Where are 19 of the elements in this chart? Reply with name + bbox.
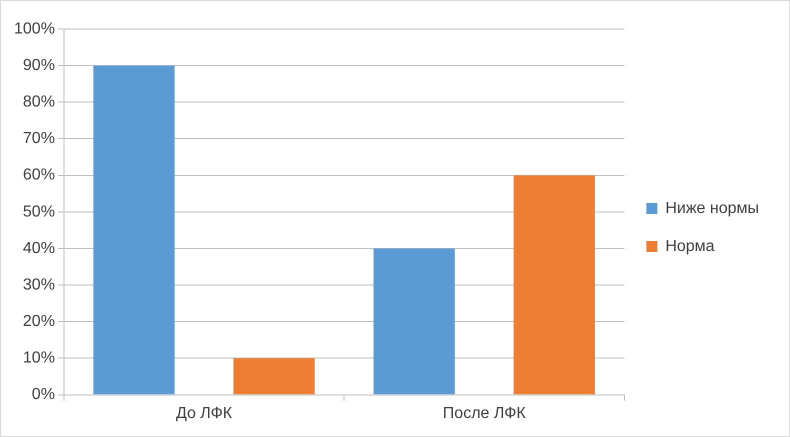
y-tick-label: 40% (22, 240, 55, 257)
legend-label: Ниже нормы (665, 200, 759, 217)
y-tick-label: 30% (22, 276, 55, 294)
y-tick-label: 80% (22, 94, 55, 111)
legend-label: Норма (665, 238, 715, 255)
y-tick-label: 60% (22, 166, 55, 184)
x-tick-label: После ЛФК (442, 404, 526, 422)
y-tick-label: 70% (22, 130, 55, 148)
x-tick-label: До ЛФК (176, 404, 233, 422)
bar (374, 248, 455, 394)
y-tick-label: 100% (14, 20, 55, 38)
y-tick-label: 10% (22, 350, 55, 367)
y-tick-label: 50% (22, 203, 55, 220)
bar (93, 66, 175, 394)
y-tick-label: 20% (22, 313, 55, 330)
bar (514, 175, 595, 394)
bar (233, 358, 315, 394)
y-tick-label: 90% (22, 56, 55, 74)
y-tick-label: 0% (32, 386, 55, 404)
